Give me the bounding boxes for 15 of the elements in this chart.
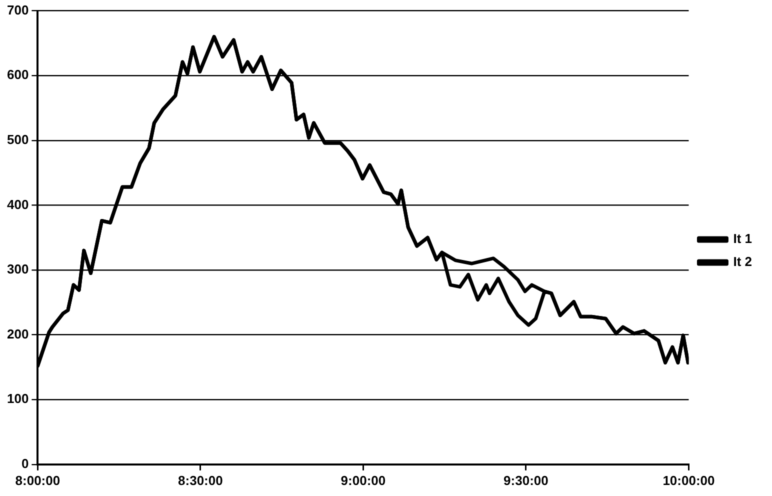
y-tick-label: 200	[6, 326, 29, 342]
y-tick-label: 600	[6, 67, 29, 82]
y-tick-label: 100	[6, 391, 29, 406]
y-tick-label: 0	[21, 456, 29, 471]
x-tick-label: 8:00:00	[15, 472, 60, 488]
legend-label: It 1	[733, 231, 752, 246]
x-tick-label: 10:00:00	[662, 472, 715, 488]
y-tick-label: 500	[6, 132, 29, 147]
y-tick-label: 400	[6, 196, 29, 212]
x-tick-label: 9:00:00	[340, 472, 386, 488]
y-tick-label: 300	[6, 262, 29, 277]
legend-label: It 2	[733, 254, 752, 270]
x-tick-label: 9:30:00	[504, 472, 548, 488]
y-tick-label: 700	[6, 2, 29, 18]
x-tick-label: 8:30:00	[178, 472, 223, 488]
